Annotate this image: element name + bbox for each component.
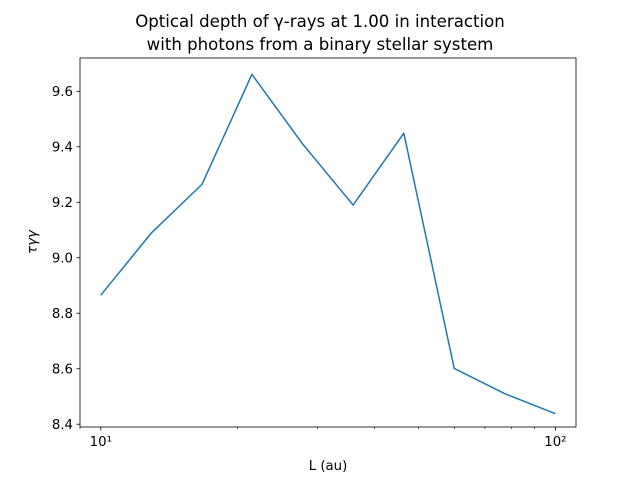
plot-frame	[79, 57, 577, 428]
y-tick-label-4: 9.2	[52, 196, 73, 211]
series-line-0	[100, 73, 556, 415]
chart-title-line-2: with photons from a binary stellar syste…	[146, 35, 494, 54]
y-tick-label-2: 8.8	[52, 307, 73, 322]
y-tick-label-5: 9.4	[52, 140, 73, 155]
y-tick-label-0: 8.4	[52, 418, 73, 433]
y-tick-label-6: 9.6	[52, 85, 73, 100]
y-axis-label: τγγ	[25, 230, 41, 254]
y-tick-label-3: 9.0	[52, 251, 73, 266]
x-tick-label-1: 10²	[544, 435, 566, 450]
y-tick-label-1: 8.6	[52, 362, 73, 377]
x-tick-label-0: 10¹	[90, 435, 112, 450]
chart-title-line-1: Optical depth of γ-rays at 1.00 in inter…	[135, 12, 505, 31]
x-axis-label: L (au)	[308, 459, 348, 474]
